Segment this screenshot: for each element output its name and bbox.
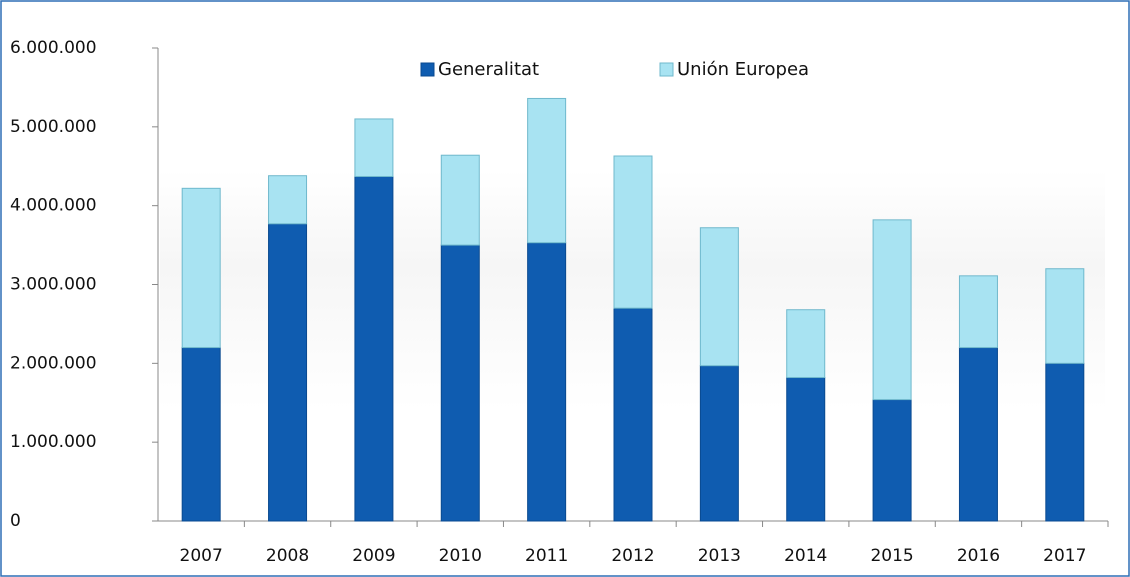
bar-segment <box>440 244 480 522</box>
y-tick-label: 4.000.000 <box>10 196 97 216</box>
legend-swatch <box>420 62 435 77</box>
bar-segment <box>872 219 912 401</box>
bar-segment <box>527 242 567 522</box>
x-tick-label: 2009 <box>352 546 395 566</box>
legend-label: Generalitat <box>438 59 539 80</box>
bar-segment <box>354 175 394 522</box>
bar-segment <box>786 309 826 379</box>
x-tick-label: 2011 <box>525 546 568 566</box>
x-tick-label: 2008 <box>266 546 309 566</box>
bar-segment <box>181 347 221 522</box>
bar-segment <box>268 175 308 225</box>
bar-segment <box>527 97 567 244</box>
x-tick-label: 2016 <box>957 546 1000 566</box>
x-tick-label: 2010 <box>439 546 482 566</box>
bar-segment <box>699 365 739 522</box>
legend-label: Unión Europea <box>677 59 809 80</box>
x-tick-label: 2013 <box>698 546 741 566</box>
bar-segment <box>699 227 739 367</box>
bar-segment <box>786 377 826 522</box>
x-tick-label: 2017 <box>1043 546 1086 566</box>
bar-segment <box>958 275 998 349</box>
y-tick-label: 3.000.000 <box>10 275 97 295</box>
bar-segment <box>1045 362 1085 522</box>
x-tick-label: 2007 <box>180 546 223 566</box>
legend-swatch <box>659 62 674 77</box>
bar-segment <box>872 399 912 522</box>
bar-segment <box>440 154 480 246</box>
bar-segment <box>354 118 394 177</box>
bar-segment <box>613 307 653 522</box>
y-tick-label: 5.000.000 <box>10 117 97 137</box>
y-tick-label: 6.000.000 <box>10 38 97 58</box>
bar-segment <box>958 347 998 522</box>
bar-segment <box>181 187 221 349</box>
bar-segment <box>1045 268 1085 364</box>
y-tick-label: 2.000.000 <box>10 353 97 373</box>
y-tick-label: 1.000.000 <box>10 432 97 452</box>
y-tick-label: 0 <box>10 511 21 531</box>
bar-segment <box>268 223 308 522</box>
x-tick-label: 2015 <box>870 546 913 566</box>
legend: Generalitat Unión Europea <box>420 59 809 80</box>
bar-segment <box>613 155 653 309</box>
x-tick-label: 2012 <box>611 546 654 566</box>
x-tick-label: 2014 <box>784 546 827 566</box>
